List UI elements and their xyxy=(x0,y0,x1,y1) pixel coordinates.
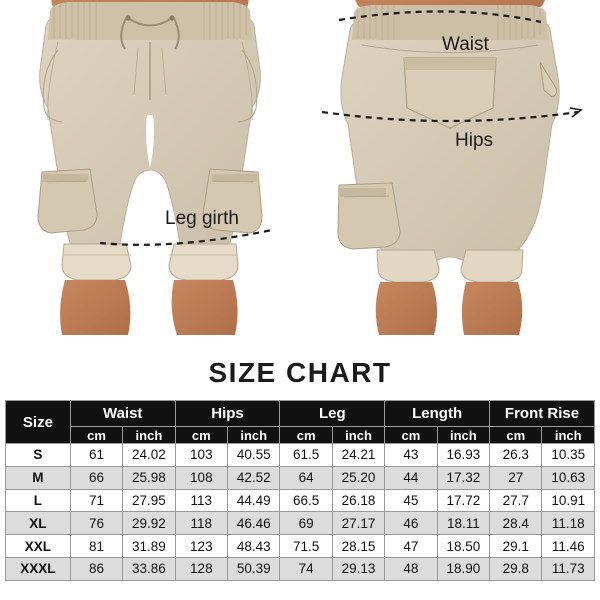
svg-text:Leg girth: Leg girth xyxy=(165,208,239,229)
svg-text:Waist: Waist xyxy=(442,34,490,55)
svg-text:Hips: Hips xyxy=(455,130,493,151)
